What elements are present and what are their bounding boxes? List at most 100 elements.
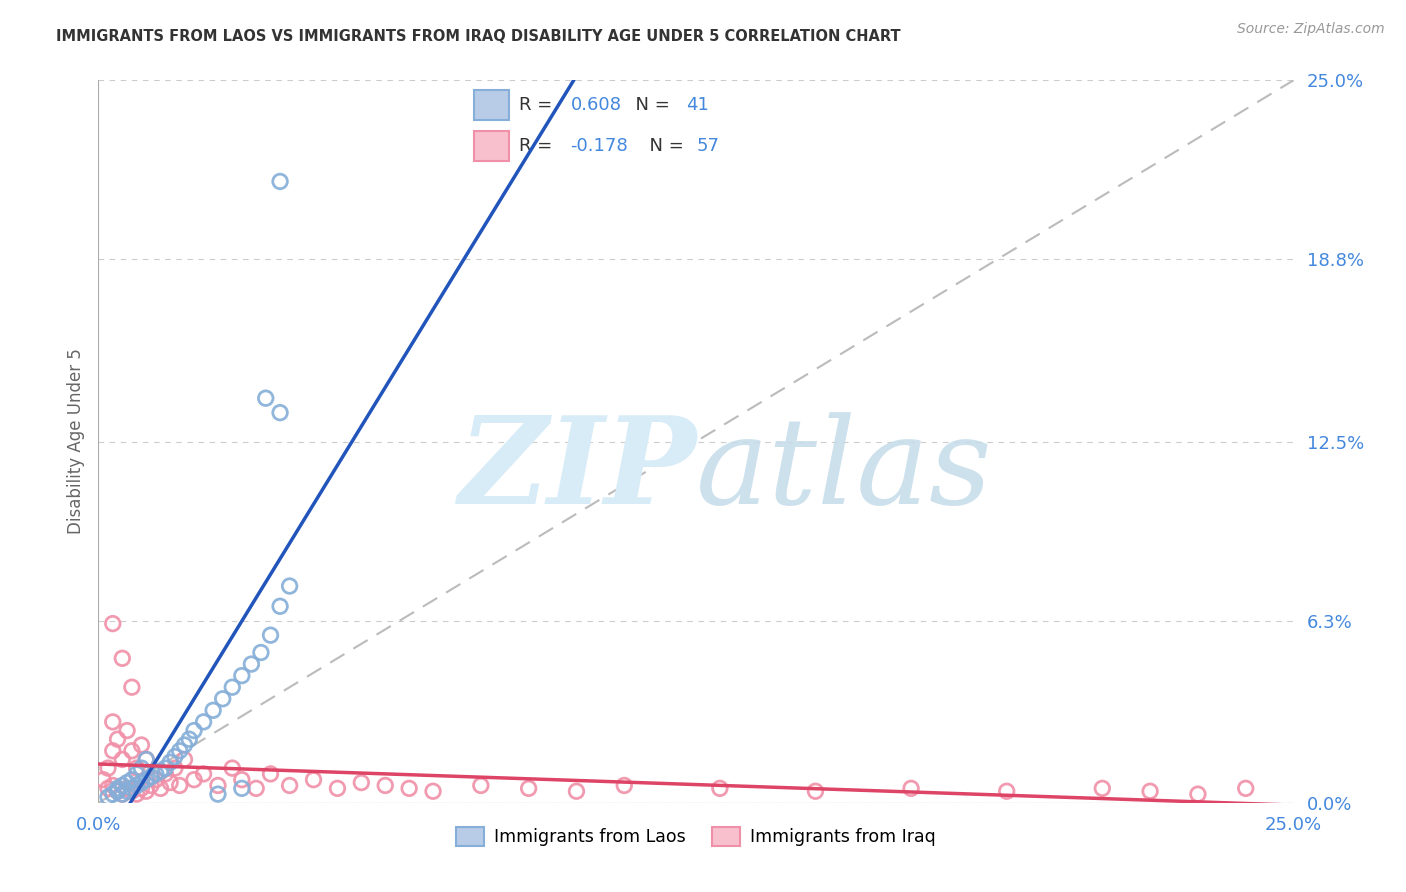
Point: [326, 781, 349, 796]
Point: [1234, 781, 1257, 796]
Point: [254, 391, 277, 405]
Point: [121, 781, 143, 796]
Point: [221, 761, 243, 775]
Point: [111, 787, 134, 801]
Point: [107, 781, 129, 796]
Point: [149, 764, 172, 778]
Point: [135, 752, 157, 766]
Point: [107, 784, 129, 798]
Point: [1187, 787, 1209, 801]
Point: [302, 772, 325, 787]
Point: [278, 779, 301, 793]
Point: [259, 628, 281, 642]
Point: [115, 723, 138, 738]
Point: [183, 723, 205, 738]
Point: [231, 772, 253, 787]
Y-axis label: Disability Age Under 5: Disability Age Under 5: [66, 349, 84, 534]
Point: [121, 744, 143, 758]
Text: IMMIGRANTS FROM LAOS VS IMMIGRANTS FROM IRAQ DISABILITY AGE UNDER 5 CORRELATION : IMMIGRANTS FROM LAOS VS IMMIGRANTS FROM …: [56, 29, 901, 44]
Point: [470, 779, 492, 793]
Point: [163, 749, 186, 764]
Point: [131, 738, 153, 752]
Point: [202, 703, 225, 717]
Point: [159, 775, 181, 789]
Point: [121, 772, 143, 787]
Point: [169, 744, 191, 758]
Point: [350, 775, 373, 789]
Point: [207, 787, 229, 801]
Point: [121, 784, 143, 798]
Point: [613, 779, 636, 793]
Point: [111, 752, 134, 766]
Point: [278, 579, 301, 593]
Point: [101, 744, 124, 758]
Point: [269, 599, 291, 614]
Point: [517, 781, 540, 796]
Point: [1091, 781, 1114, 796]
Point: [135, 784, 157, 798]
Point: [1139, 784, 1161, 798]
Point: [183, 772, 205, 787]
Point: [101, 616, 124, 631]
Point: [163, 761, 186, 775]
Point: [111, 787, 134, 801]
Point: [240, 657, 263, 671]
Point: [125, 761, 148, 775]
Point: [145, 767, 167, 781]
Point: [101, 787, 124, 801]
Point: [995, 784, 1018, 798]
Point: [173, 752, 195, 766]
Point: [250, 646, 273, 660]
Point: [900, 781, 922, 796]
Point: [709, 781, 731, 796]
Point: [111, 651, 134, 665]
Point: [269, 406, 291, 420]
Point: [107, 784, 129, 798]
Text: ZIP: ZIP: [458, 411, 696, 530]
Point: [169, 779, 191, 793]
Point: [111, 779, 134, 793]
Point: [804, 784, 827, 798]
Point: [155, 767, 177, 781]
Point: [231, 668, 253, 682]
Point: [125, 767, 148, 781]
Point: [97, 790, 120, 805]
Point: [131, 761, 153, 775]
Point: [115, 775, 138, 789]
Point: [173, 738, 195, 752]
Point: [101, 779, 124, 793]
Point: [131, 781, 153, 796]
Point: [97, 781, 120, 796]
Point: [193, 767, 215, 781]
Point: [159, 756, 181, 770]
Legend: Immigrants from Laos, Immigrants from Iraq: Immigrants from Laos, Immigrants from Ir…: [449, 821, 943, 854]
Point: [135, 772, 157, 787]
Point: [125, 779, 148, 793]
Point: [139, 770, 162, 784]
Point: [155, 761, 177, 775]
Point: [565, 784, 588, 798]
Point: [135, 752, 157, 766]
Text: Source: ZipAtlas.com: Source: ZipAtlas.com: [1237, 22, 1385, 37]
Point: [149, 781, 172, 796]
Point: [179, 732, 201, 747]
Point: [374, 779, 396, 793]
Point: [107, 732, 129, 747]
Point: [121, 680, 143, 694]
Point: [131, 775, 153, 789]
Text: atlas: atlas: [696, 412, 993, 529]
Point: [139, 779, 162, 793]
Point: [97, 761, 120, 775]
Point: [221, 680, 243, 694]
Point: [115, 784, 138, 798]
Point: [398, 781, 420, 796]
Point: [259, 767, 281, 781]
Point: [245, 781, 267, 796]
Point: [207, 779, 229, 793]
Point: [193, 714, 215, 729]
Point: [211, 691, 233, 706]
Point: [91, 772, 114, 787]
Point: [422, 784, 444, 798]
Point: [145, 772, 167, 787]
Point: [101, 714, 124, 729]
